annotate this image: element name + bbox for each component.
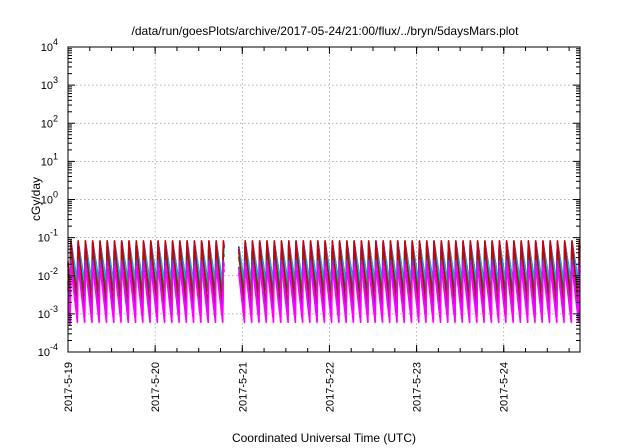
y-tick-label: 100	[41, 190, 58, 207]
x-tick-label: 2017-5-21	[237, 362, 249, 412]
y-tick-base: 10	[38, 271, 50, 283]
x-tick-label: 2017-5-22	[324, 362, 336, 412]
y-tick-exponent: 1	[53, 151, 58, 161]
y-tick-label: 10-1	[38, 228, 58, 245]
y-tick-label: 10-3	[38, 304, 58, 321]
y-tick-base: 10	[41, 195, 53, 207]
y-tick-base: 10	[41, 156, 53, 168]
y-tick-base: 10	[38, 347, 50, 359]
y-tick-exponent: -1	[50, 228, 58, 238]
y-axis-label: cGy/day	[29, 177, 43, 221]
y-tick-exponent: 3	[53, 75, 58, 85]
y-tick-label: 10-2	[38, 266, 58, 283]
y-tick-base: 10	[41, 118, 53, 130]
y-tick-base: 10	[41, 42, 53, 54]
y-tick-exponent: 4	[53, 37, 58, 47]
y-tick-exponent: -4	[50, 342, 58, 352]
y-tick-exponent: 2	[53, 113, 58, 123]
y-tick-exponent: -2	[50, 266, 58, 276]
y-tick-exponent: -3	[50, 304, 58, 314]
series-group	[67, 240, 581, 326]
x-tick-label: 2017-5-24	[499, 362, 511, 412]
x-tick-label: 2017-5-23	[412, 362, 424, 412]
y-tick-base: 10	[41, 80, 53, 92]
x-tick-label: 2017-5-20	[150, 362, 162, 412]
y-tick-label: 101	[41, 151, 58, 168]
y-tick-base: 10	[38, 309, 50, 321]
axis-ticks	[67, 46, 580, 353]
y-tick-base: 10	[38, 233, 50, 245]
y-tick-label: 103	[41, 75, 58, 92]
y-tick-label: 10-4	[38, 342, 58, 359]
series-line	[67, 265, 581, 326]
x-tick-labels: 2017-5-19 2017-5-20 2017-5-21 2017-5-22 2017…	[63, 362, 511, 412]
x-axis-label: Coordinated Universal Time (UTC)	[232, 431, 416, 445]
x-tick-label: 2017-5-19	[63, 362, 75, 412]
y-tick-exponent: 0	[53, 190, 58, 200]
chart-title: /data/run/goesPlots/archive/2017-05-24/2…	[132, 24, 520, 38]
y-tick-label: 104	[41, 37, 58, 54]
y-tick-label: 102	[41, 113, 58, 130]
